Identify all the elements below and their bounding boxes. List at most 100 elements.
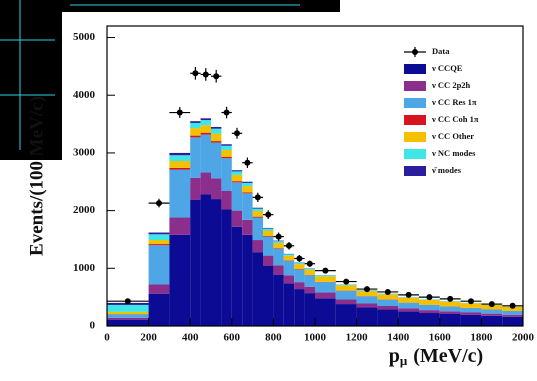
stack-segment [253, 218, 263, 241]
stack-segment [377, 300, 398, 306]
y-tick-label: 2000 [73, 204, 96, 216]
legend-label: ν NC modes [431, 148, 476, 158]
stack-segment [305, 293, 315, 326]
stack-segment [211, 141, 221, 142]
stack-segment [201, 173, 211, 195]
page: {"chart_data": { "type": "histogram", "y… [0, 0, 537, 381]
stack-segment [481, 316, 502, 326]
stack-segment [440, 311, 461, 314]
data-point [286, 243, 292, 249]
stack-segment [419, 300, 440, 305]
data-point [385, 289, 391, 295]
stack-segment [242, 183, 252, 186]
stack-segment [294, 264, 304, 269]
data-point [307, 261, 313, 267]
stack-segment [419, 313, 440, 326]
y-tick-label: 0 [90, 320, 96, 332]
legend-swatch [404, 64, 426, 74]
legend-label: ν CC Res 1π [431, 97, 477, 107]
stack-segment [221, 144, 231, 145]
stack-segment [263, 231, 273, 236]
data-point [489, 301, 495, 307]
x-label-sub: μ [400, 353, 408, 368]
stack-segment [169, 168, 190, 170]
data-point [276, 234, 282, 240]
stack-segment [263, 229, 273, 231]
stack-segment [169, 155, 190, 161]
data-point [177, 110, 183, 116]
stack-segment [273, 249, 283, 266]
stack-segment [315, 282, 336, 292]
stack-segment [305, 270, 315, 275]
stack-segment [294, 289, 304, 326]
stack-segment [201, 134, 211, 172]
stack-segment [232, 211, 242, 227]
stack-segment [232, 171, 242, 174]
stack-segment [419, 305, 440, 310]
stack-segment [211, 178, 221, 199]
data-point [156, 200, 162, 206]
stack-segment [107, 314, 149, 317]
stack-segment [315, 275, 336, 276]
data-point [322, 268, 328, 274]
stack-segment [242, 186, 252, 192]
stack-segment [107, 318, 149, 320]
stack-segment [232, 170, 242, 171]
stack-segment [440, 307, 461, 312]
stack-segment [242, 192, 252, 193]
stack-segment [190, 178, 200, 200]
stack-segment [398, 298, 419, 303]
stack-segment [398, 312, 419, 326]
stack-segment [201, 125, 211, 133]
legend-marker [412, 49, 418, 55]
stack-segment [315, 276, 336, 281]
x-label-unit: (MeV/c) [413, 345, 483, 367]
stack-segment [232, 227, 242, 326]
stack-segment [221, 158, 231, 191]
legend-label: ν CCQE [431, 63, 463, 73]
data-point [296, 256, 302, 262]
stack-segment [377, 294, 398, 299]
stack-segment [190, 136, 200, 138]
stack-segment [190, 121, 200, 123]
stack-segment [273, 241, 283, 242]
stack-segment [461, 315, 482, 326]
stack-segment [357, 296, 378, 303]
stack-segment [336, 285, 357, 290]
legend-label: ν CC Coh 1π [431, 114, 479, 124]
stack-segment [201, 120, 211, 125]
stack-segment [284, 256, 294, 261]
stack-segment [284, 283, 294, 326]
x-tick-label: 1400 [387, 332, 410, 344]
x-tick-label: 400 [182, 332, 199, 344]
x-tick-label: 1000 [304, 332, 327, 344]
stack-segment [190, 123, 200, 128]
stack-segment [211, 134, 221, 142]
stack-segment [221, 150, 231, 157]
data-point [447, 296, 453, 302]
data-point [510, 303, 516, 309]
stack-segment [253, 209, 263, 211]
y-axis-label: Events/(100 MeV/c) [26, 96, 47, 256]
chart: 0100020003000400050000200400600800100012… [0, 0, 537, 381]
data-point [406, 292, 412, 298]
stack-segment [242, 182, 252, 183]
stack-segment [242, 220, 252, 235]
stack-segment [273, 241, 283, 243]
stack-segment [232, 182, 242, 210]
stack-segment [232, 175, 242, 181]
stack-segment [242, 235, 252, 326]
stack-segment [190, 200, 200, 326]
data-point [203, 71, 209, 77]
stack-segment [377, 306, 398, 310]
stack-segment [263, 228, 273, 229]
stack-segment [149, 240, 170, 244]
stack-segment [221, 209, 231, 326]
stack-segment [169, 161, 190, 168]
legend-label: ν̄ modes [431, 165, 462, 175]
stack-segment [263, 256, 273, 266]
stack-segment [190, 137, 200, 177]
data-point [364, 286, 370, 292]
stack-segment [190, 128, 200, 136]
data-point [224, 110, 230, 116]
